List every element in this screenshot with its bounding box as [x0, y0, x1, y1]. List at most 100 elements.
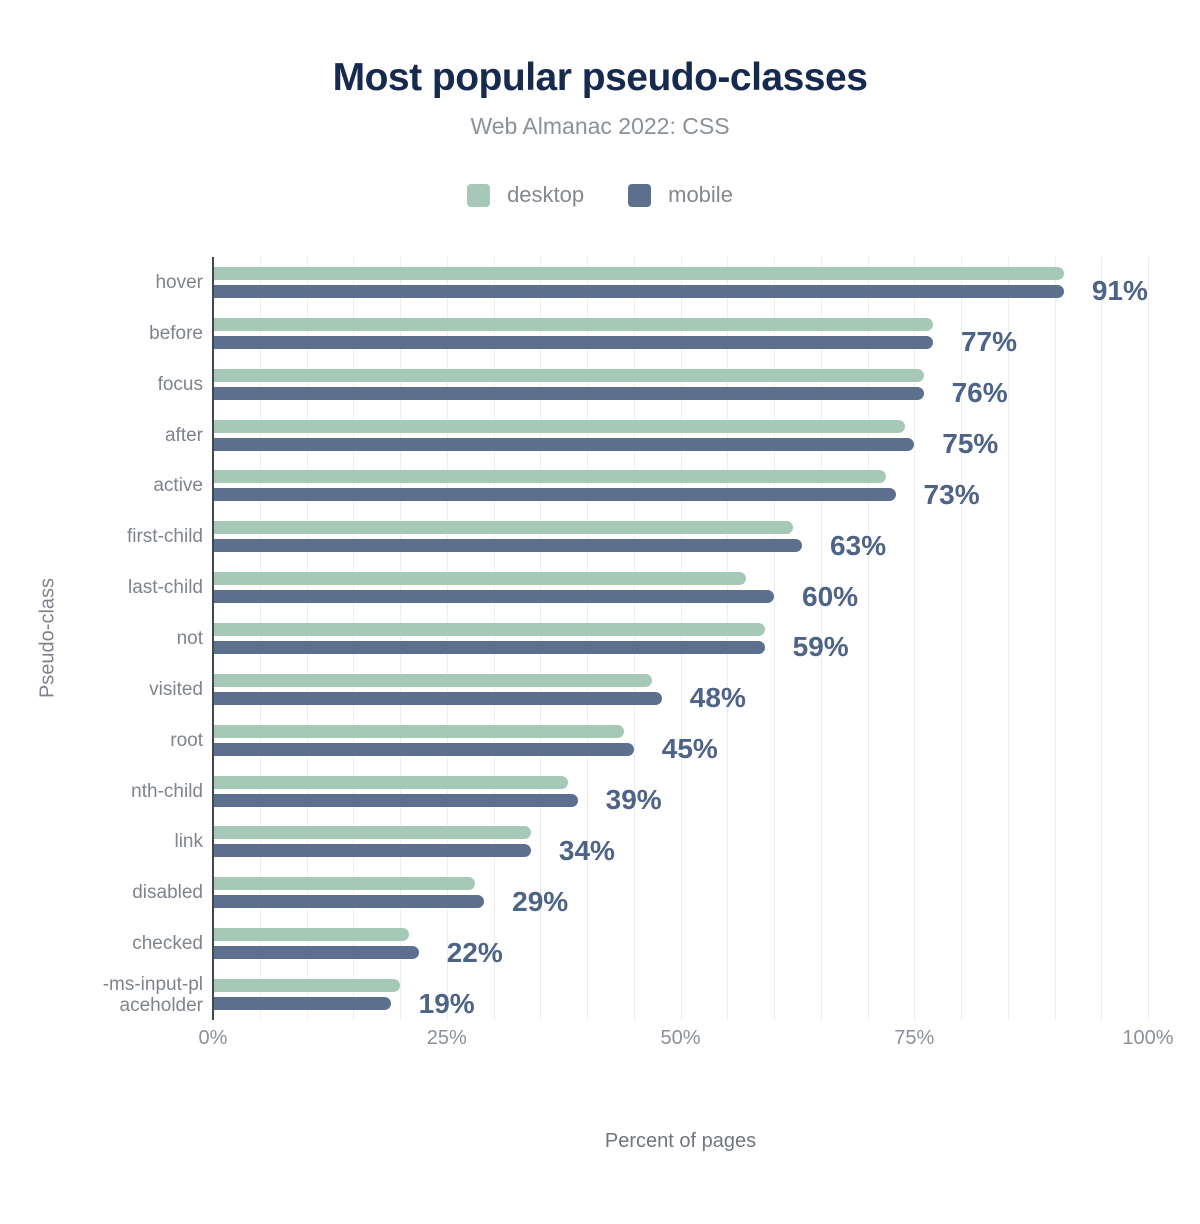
category-label: last-child	[128, 577, 203, 599]
bar-desktop[interactable]	[213, 673, 653, 687]
grid-line	[820, 257, 822, 1020]
bar-row: nth-child 39%	[131, 766, 1148, 817]
category-label: hover	[155, 271, 203, 293]
grid-line	[774, 257, 775, 1020]
bar-desktop[interactable]	[213, 979, 400, 993]
category-label: root	[170, 729, 203, 751]
legend: desktop mobile	[0, 182, 1200, 208]
bar-row: active 73%	[153, 460, 1148, 511]
bar-mobile[interactable]	[213, 895, 485, 909]
grid-line	[914, 257, 916, 1020]
bar-mobile[interactable]	[213, 997, 391, 1011]
bar-mobile[interactable]	[213, 590, 774, 604]
plot-area: hover 91% before 77% focus 76% after 75% active 7…	[103, 257, 1149, 1020]
bar-row: link 34%	[174, 817, 1148, 868]
grid-line	[259, 257, 261, 1020]
y-axis-title: Pseudo-class	[36, 577, 59, 699]
bar-desktop[interactable]	[213, 724, 625, 738]
category-label: nth-child	[131, 780, 203, 802]
bar-mobile[interactable]	[213, 742, 634, 756]
bar-row: before 77%	[149, 308, 1148, 359]
bar-row: after 75%	[165, 410, 1148, 461]
grid-line	[1007, 257, 1009, 1020]
x-tick-label: 100%	[1122, 1027, 1174, 1049]
bar-desktop[interactable]	[213, 877, 475, 891]
value-label: 77%	[960, 326, 1017, 358]
value-label: 73%	[923, 478, 980, 510]
grid-line	[446, 257, 448, 1020]
bar-row: visited 48%	[149, 664, 1148, 715]
value-label: 39%	[605, 784, 662, 816]
bar-mobile[interactable]	[213, 946, 419, 960]
grid-line	[961, 257, 962, 1020]
bar-mobile[interactable]	[213, 539, 803, 553]
category-label: not	[176, 627, 203, 649]
bar-desktop[interactable]	[213, 266, 1064, 280]
value-label: 19%	[418, 987, 475, 1019]
value-label: 29%	[512, 885, 569, 917]
category-label: focus	[157, 373, 203, 395]
chart-subtitle: Web Almanac 2022: CSS	[470, 113, 730, 139]
bar-desktop[interactable]	[213, 419, 905, 433]
bar-row: not 59%	[177, 613, 1148, 664]
bar-desktop[interactable]	[213, 521, 793, 535]
value-label: 76%	[951, 377, 1008, 409]
y-axis-line	[212, 257, 214, 1020]
bar-mobile[interactable]	[213, 386, 924, 400]
grid-line	[1054, 257, 1056, 1020]
legend-label-desktop: desktop	[507, 182, 585, 207]
bar-row: hover 91%	[155, 257, 1148, 308]
value-label: 59%	[792, 631, 849, 663]
bar-mobile[interactable]	[213, 437, 915, 451]
bar-row: last-child 60%	[128, 562, 1148, 613]
value-label: 48%	[689, 682, 746, 714]
grid-line	[306, 257, 308, 1020]
grid-line	[680, 257, 682, 1020]
chart-title: Most popular pseudo-classes	[332, 56, 868, 99]
legend-item-mobile: mobile	[628, 182, 733, 208]
bar-mobile[interactable]	[213, 844, 531, 858]
category-label: active	[153, 475, 203, 497]
bar-mobile[interactable]	[213, 691, 662, 705]
grid-line	[867, 257, 869, 1020]
bar-desktop[interactable]	[213, 572, 746, 586]
grid-line	[727, 257, 729, 1020]
bar-desktop[interactable]	[213, 622, 765, 636]
bar-mobile[interactable]	[213, 284, 1064, 298]
bar-row: root 45%	[170, 715, 1148, 766]
grid-line	[633, 257, 635, 1020]
bar-mobile[interactable]	[213, 640, 765, 654]
value-label: 22%	[446, 936, 503, 968]
x-tick-label: 75%	[894, 1027, 935, 1049]
bar-row: checked 22%	[132, 918, 1148, 969]
category-label: checked	[132, 933, 203, 955]
bar-row: focus 76%	[158, 359, 1148, 410]
bar-desktop[interactable]	[213, 368, 924, 382]
bar-desktop[interactable]	[213, 928, 410, 942]
grid-line	[1101, 257, 1103, 1020]
bar-desktop[interactable]	[213, 826, 531, 840]
category-label: disabled	[132, 882, 203, 904]
category-label: after	[164, 424, 203, 446]
category-label: link	[174, 831, 203, 853]
bar-mobile[interactable]	[213, 488, 896, 502]
value-label: 91%	[1091, 275, 1148, 307]
grid-line	[353, 257, 355, 1020]
legend-swatch-mobile-icon	[628, 183, 652, 207]
category-label: first-child	[126, 526, 203, 548]
bar-desktop[interactable]	[213, 470, 887, 484]
legend-swatch-desktop-icon	[467, 183, 491, 207]
bar-row: first-child 63%	[127, 511, 1148, 562]
bar-desktop[interactable]	[213, 775, 569, 789]
category-label: -ms-input-pl aceholder	[102, 973, 203, 1016]
grid-line	[587, 257, 588, 1020]
bar-desktop[interactable]	[213, 317, 933, 331]
bar-mobile[interactable]	[213, 793, 578, 807]
grid-line	[400, 257, 401, 1020]
value-label: 60%	[802, 580, 859, 612]
grid-line	[493, 257, 495, 1020]
value-label: 45%	[661, 733, 718, 765]
bar-mobile[interactable]	[213, 335, 933, 349]
legend-label-mobile: mobile	[668, 182, 733, 207]
